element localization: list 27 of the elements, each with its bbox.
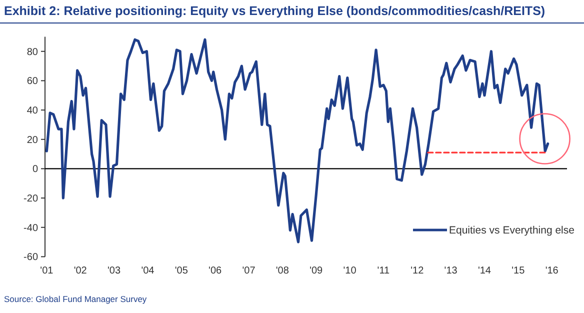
- x-tick-label: '07: [242, 266, 256, 277]
- x-tick-label: '12: [410, 266, 424, 277]
- x-tick-label: '05: [174, 266, 188, 277]
- x-tick-label: '09: [310, 266, 324, 277]
- x-tick-label: '08: [276, 266, 290, 277]
- x-tick-label: '10: [343, 266, 357, 277]
- x-tick-label: '02: [74, 266, 88, 277]
- x-tick-label: '16: [545, 266, 559, 277]
- legend-label: Equities vs Everything else: [449, 224, 575, 237]
- chart-title: Exhibit 2: Relative positioning: Equity vs Everything Else (bonds/commodities/cash/REITS): [4, 4, 546, 18]
- x-tick-label: '04: [141, 266, 155, 277]
- y-tick-label: 0: [32, 164, 38, 176]
- x-tick-label: '13: [444, 266, 458, 277]
- y-tick-label: 60: [26, 76, 38, 88]
- y-tick-label: -20: [24, 194, 38, 205]
- x-tick-label: '14: [478, 266, 492, 277]
- y-tick-label: 80: [26, 46, 38, 58]
- x-tick-label: '11: [377, 266, 390, 277]
- y-tick-label: 20: [26, 134, 38, 146]
- x-tick-label: '06: [208, 266, 222, 277]
- y-tick-label: -60: [24, 252, 38, 264]
- source-note: Source: Global Fund Manager Survey: [4, 294, 148, 304]
- x-tick-label: '03: [108, 266, 121, 277]
- y-tick-label: -40: [24, 222, 38, 234]
- x-tick-label: '15: [512, 266, 526, 277]
- x-tick-label: '01: [40, 266, 54, 277]
- y-tick-label: 40: [26, 106, 38, 117]
